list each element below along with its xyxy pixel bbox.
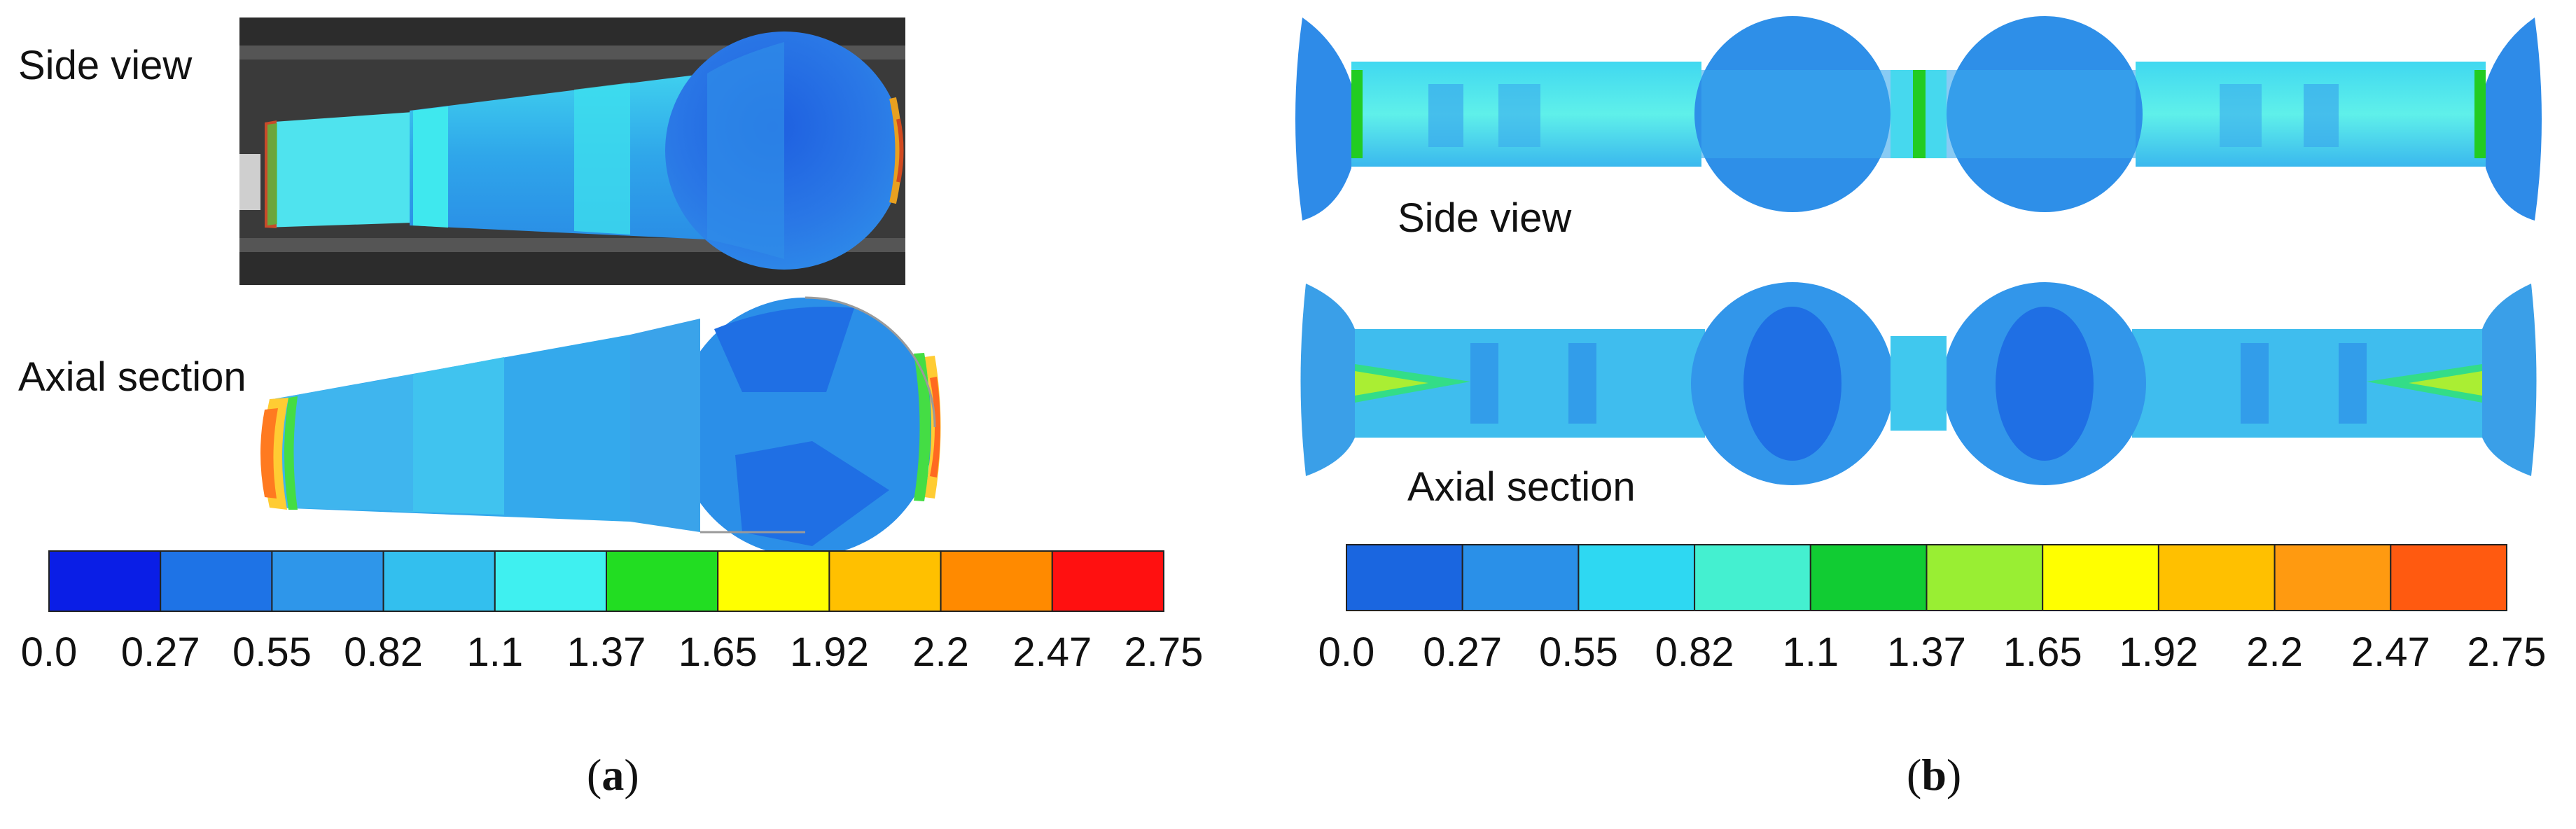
colorbar-segment bbox=[494, 550, 607, 612]
colorbar-tick-label: 0.82 bbox=[344, 629, 424, 675]
axial-section-render-b bbox=[1300, 282, 2537, 485]
side-view-render-a bbox=[239, 18, 905, 285]
colorbar-segment bbox=[1578, 544, 1696, 611]
side-view-render-b bbox=[1295, 16, 2542, 221]
colorbar-tick-label: 1.1 bbox=[1782, 629, 1839, 675]
axial-section-render-a bbox=[260, 296, 941, 557]
colorbar-tick-label: 1.1 bbox=[466, 629, 524, 675]
colorbar-segment bbox=[2274, 544, 2392, 611]
colorbar-segment bbox=[606, 550, 719, 612]
side-view-label-b: Side view bbox=[1398, 195, 1572, 241]
colorbar-segment bbox=[1926, 544, 2044, 611]
colorbar-tick-label: 0.55 bbox=[232, 629, 312, 675]
colorbar-tick-label: 0.0 bbox=[20, 629, 78, 675]
colorbar-tick-label: 0.55 bbox=[1538, 629, 1618, 675]
colorbar-segment bbox=[828, 550, 942, 612]
colorbar-tick-label: 0.27 bbox=[1423, 629, 1503, 675]
axial-section-label-b: Axial section bbox=[1407, 464, 1636, 510]
colorbar-segment bbox=[160, 550, 273, 612]
panel-a: Side view Axial section 0.0 0.27 0.55 0.82 1… bbox=[0, 18, 1288, 800]
panel-b-renders bbox=[1295, 16, 2542, 611]
colorbar-tick-label: 2.2 bbox=[2246, 629, 2303, 675]
colorbar-tick-label: 2.75 bbox=[2467, 629, 2547, 675]
colorbar-tick-label: 0.82 bbox=[1655, 629, 1734, 675]
colorbar-tick-label: 0.0 bbox=[1318, 629, 1375, 675]
panel-b: Side view Axial section 0.0 0.27 0.55 0.82 1… bbox=[1288, 0, 2576, 829]
caption-letter-a: a bbox=[601, 750, 625, 800]
colorbar-segment bbox=[1461, 544, 1580, 611]
colorbar-segment bbox=[1809, 544, 1928, 611]
colorbar-segment bbox=[940, 550, 1053, 612]
colorbar-segment bbox=[1346, 544, 1463, 611]
colorbar-tick-label: 1.37 bbox=[1887, 629, 1966, 675]
colorbar-segment bbox=[1694, 544, 1811, 611]
side-view-label-a: Side view bbox=[18, 43, 193, 88]
colorbar-a bbox=[48, 550, 1165, 612]
colorbar-segment bbox=[1051, 550, 1165, 612]
colorbar-tick-label: 1.65 bbox=[2003, 629, 2082, 675]
colorbar-tick-label: 2.75 bbox=[1124, 629, 1204, 675]
axial-section-label-a: Axial section bbox=[18, 354, 246, 400]
colorbar-segment bbox=[48, 550, 162, 612]
colorbar-tick-label: 2.2 bbox=[912, 629, 969, 675]
colorbar-b bbox=[1346, 544, 2508, 611]
caption-a: (a) bbox=[587, 750, 639, 800]
colorbar-tick-label: 2.47 bbox=[1012, 629, 1092, 675]
colorbar-ticks-b: 0.0 0.27 0.55 0.82 1.1 1.37 1.65 1.92 2.2 2.47 2.7… bbox=[1288, 629, 2576, 685]
colorbar-tick-label: 1.92 bbox=[2119, 629, 2199, 675]
colorbar-segment bbox=[2390, 544, 2508, 611]
colorbar-segment bbox=[382, 550, 496, 612]
caption-letter-b: b bbox=[1921, 750, 1947, 800]
panel-a-renders bbox=[48, 18, 1165, 612]
colorbar-ticks-a: 0.0 0.27 0.55 0.82 1.1 1.37 1.65 1.92 2.2 2.47 2.7… bbox=[0, 629, 1288, 685]
colorbar-tick-label: 2.47 bbox=[2351, 629, 2430, 675]
caption-b: (b) bbox=[1907, 750, 1962, 800]
colorbar-tick-label: 1.65 bbox=[678, 629, 758, 675]
colorbar-segment bbox=[2042, 544, 2159, 611]
colorbar-segment bbox=[717, 550, 830, 612]
colorbar-segment bbox=[271, 550, 384, 612]
colorbar-tick-label: 1.92 bbox=[789, 629, 869, 675]
colorbar-tick-label: 1.37 bbox=[566, 629, 646, 675]
colorbar-segment bbox=[2157, 544, 2276, 611]
colorbar-tick-label: 0.27 bbox=[120, 629, 200, 675]
